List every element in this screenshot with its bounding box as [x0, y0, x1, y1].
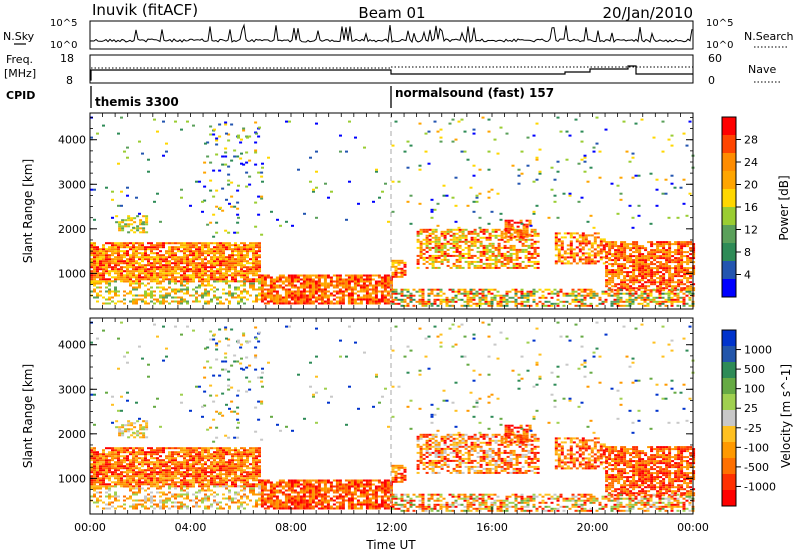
freq-tick-bottom: 8 [66, 74, 73, 87]
date-title: 20/Jan/2010 [603, 4, 694, 22]
colorbar-swatch [722, 346, 736, 363]
colorbar-swatch [722, 117, 736, 136]
colorbar-swatch [722, 442, 736, 459]
colorbar-tick-label: 28 [744, 134, 758, 147]
station-title: Inuvik (fitACF) [92, 1, 198, 19]
nsky-tick-top: 10^5 [50, 18, 77, 29]
nsearch-tick-top: 10^5 [706, 18, 733, 29]
power-colorbar-label: Power [dB] [777, 175, 791, 240]
power-colorbar-ticks: 4 8 12 16 20 24 28 [736, 134, 758, 282]
power-y-label: Slant Range [km] [21, 159, 35, 263]
y-tick-label: 3000 [58, 383, 86, 396]
colorbar-tick-label: 100 [744, 383, 765, 396]
x-tick-label: 12:00 [376, 521, 408, 534]
freq-label: Freq. [6, 53, 33, 66]
colorbar-tick-label: -1000 [744, 480, 776, 493]
freq-tick-top: 18 [60, 52, 74, 65]
y-tick-label: 1000 [58, 472, 86, 485]
freq-unit-label: [MHz] [4, 67, 36, 80]
colorbar-tick-label: 16 [744, 201, 758, 214]
colorbar-tick-label: 24 [744, 156, 758, 169]
velocity-colorbar-label: Velocity [m s^-1] [779, 364, 793, 468]
velocity-heatmap [90, 321, 696, 512]
colorbar-swatch [722, 261, 736, 280]
colorbar-swatch [722, 474, 736, 491]
nsearch-tick-bottom: 10^0 [706, 40, 733, 51]
colorbar-swatch [722, 490, 736, 507]
beam-title: Beam 01 [358, 4, 425, 22]
power-y-axis: 1000 2000 3000 4000 [58, 117, 693, 297]
x-tick-label: 00:00 [74, 521, 106, 534]
x-tick-label: 16:00 [476, 521, 508, 534]
cpid-label: CPID [6, 89, 35, 102]
colorbar-swatch [722, 171, 736, 190]
colorbar-swatch [722, 279, 736, 298]
freq-panel-frame [89, 54, 694, 84]
colorbar-tick-label: 1000 [744, 344, 772, 357]
colorbar-swatch [722, 394, 736, 411]
y-tick-label: 1000 [58, 267, 86, 280]
colorbar-swatch [722, 426, 736, 443]
colorbar-tick-label: -25 [744, 422, 762, 435]
y-tick-label: 3000 [58, 178, 86, 191]
power-heatmap [90, 116, 696, 307]
nsky-panel-frame [89, 20, 694, 50]
colorbar-swatch [722, 153, 736, 172]
colorbar-swatch [722, 243, 736, 262]
colorbar-swatch [722, 362, 736, 379]
colorbar-swatch [722, 378, 736, 395]
y-tick-label: 2000 [58, 428, 86, 441]
x-tick-label: 20:00 [577, 521, 609, 534]
colorbar-swatch [722, 189, 736, 208]
colorbar-swatch [722, 330, 736, 347]
x-tick-label: 08:00 [275, 521, 307, 534]
power-colorbar [722, 117, 736, 298]
colorbar-tick-label: 8 [744, 246, 751, 259]
x-axis-label: Time UT [365, 538, 416, 552]
y-tick-label: 2000 [58, 223, 86, 236]
velocity-colorbar-frame [721, 329, 737, 507]
colorbar-tick-label: 500 [744, 363, 765, 376]
nave-trace [91, 66, 693, 69]
colorbar-tick-label: 4 [744, 269, 751, 282]
colorbar-tick-label: -100 [744, 441, 769, 454]
cpid-segment-0: themis 3300 [95, 95, 179, 109]
cpid-segment-1: normalsound (fast) 157 [395, 86, 554, 100]
nsky-tick-bottom: 10^0 [50, 40, 77, 51]
nave-tick-bottom: 0 [708, 74, 715, 87]
nsky-label: N.Sky [3, 30, 35, 43]
nave-label: Nave [748, 63, 776, 76]
y-tick-label: 4000 [58, 339, 86, 352]
velocity-y-axis: 1000 2000 3000 4000 [58, 322, 693, 502]
colorbar-tick-label: 12 [744, 224, 758, 237]
freq-trace [90, 65, 693, 81]
colorbar-tick-label: -500 [744, 461, 769, 474]
velocity-colorbar-ticks: 1000 500 100 25 -25 -100 -500 -1000 [736, 344, 776, 493]
nave-tick-top: 60 [708, 52, 722, 65]
colorbar-tick-label: 25 [744, 402, 758, 415]
x-tick-label: 00:00 [677, 521, 709, 534]
velocity-x-axis: 00:00 04:00 08:00 12:00 16:00 20:00 00:00 [74, 113, 709, 534]
velocity-y-label: Slant Range [km] [21, 364, 35, 468]
colorbar-swatch [722, 135, 736, 154]
y-tick-label: 4000 [58, 134, 86, 147]
colorbar-swatch [722, 458, 736, 475]
colorbar-tick-label: 20 [744, 179, 758, 192]
nsearch-label: N.Search [744, 30, 794, 43]
nsky-trace [89, 23, 693, 44]
velocity-colorbar [722, 330, 736, 507]
colorbar-swatch [722, 410, 736, 427]
x-tick-label: 04:00 [175, 521, 207, 534]
colorbar-swatch [722, 207, 736, 226]
colorbar-swatch [722, 225, 736, 244]
